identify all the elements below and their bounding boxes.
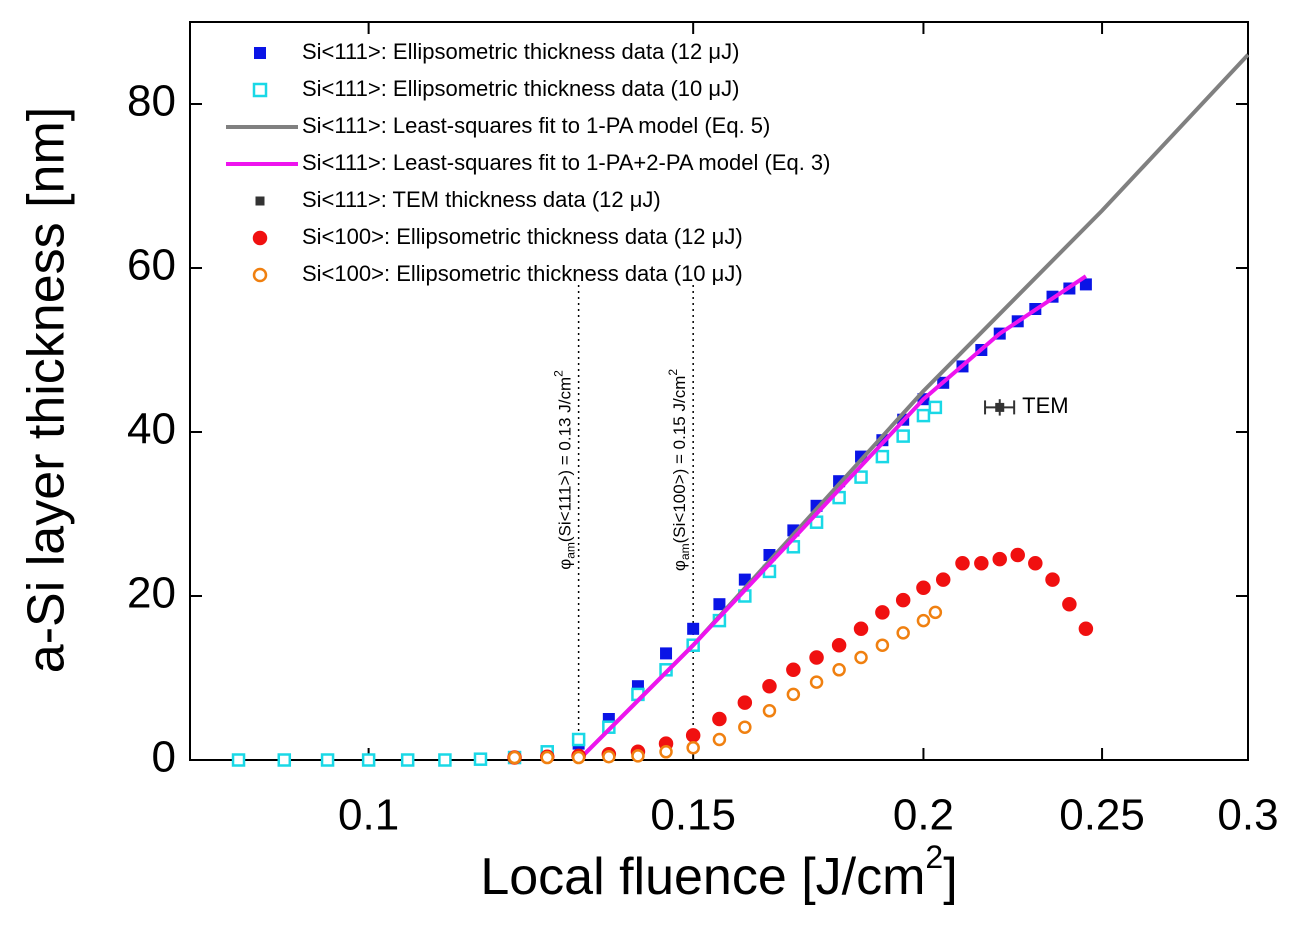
point [1010, 547, 1025, 563]
point [507, 750, 522, 765]
legend-marker [255, 196, 265, 206]
point [928, 400, 943, 415]
subscript: am [564, 542, 578, 559]
y-tick-label: 20 [127, 569, 176, 618]
point [955, 555, 970, 571]
point [786, 662, 801, 678]
point [762, 678, 777, 694]
x-tick-label: 0.2 [893, 791, 954, 840]
point [631, 749, 645, 763]
point [660, 647, 673, 660]
text: (Si<111>) = 0.13 J/cm [556, 377, 575, 542]
threshold-label: φam(Si<111>) = 0.13 J/cm2 [552, 370, 578, 570]
point [712, 711, 727, 727]
point [995, 402, 1005, 412]
point [916, 408, 931, 423]
point [438, 753, 452, 767]
fit-line [577, 274, 1087, 762]
legend-label: Si<111>: Ellipsometric thickness data (1… [302, 39, 739, 64]
point [875, 605, 890, 620]
point [602, 749, 616, 764]
legend-label: Si<100>: Ellipsometric thickness data (1… [302, 224, 743, 249]
point [916, 580, 931, 596]
point [231, 753, 246, 767]
point [895, 592, 911, 608]
point [1078, 621, 1094, 637]
point [935, 572, 951, 587]
superscript: 2 [666, 369, 680, 376]
point [809, 650, 824, 665]
legend-marker [252, 267, 268, 283]
symbol: φ [556, 559, 575, 570]
point [875, 638, 890, 652]
point [361, 753, 376, 767]
tem-label: TEM [1022, 393, 1068, 418]
legend-label: Si<111>: TEM thickness data (12 μJ) [302, 187, 661, 212]
point [1045, 572, 1060, 587]
x-tick-label: 0.1 [338, 791, 399, 840]
x-tick-label: 0.25 [1059, 791, 1145, 840]
point [277, 753, 292, 767]
x-tick-label: 0.3 [1217, 791, 1278, 840]
legend-label: Si<111>: Least-squares fit to 1-PA+2-PA … [302, 150, 830, 175]
plot-frame [189, 21, 1249, 761]
point [571, 750, 586, 765]
point [685, 728, 701, 743]
point [738, 720, 752, 734]
point [974, 555, 989, 571]
point [928, 605, 943, 620]
point [896, 626, 910, 640]
point [1062, 596, 1077, 612]
point [854, 470, 868, 484]
point [896, 429, 910, 443]
point [809, 675, 824, 689]
legend-label: Si<111>: Ellipsometric thickness data (1… [302, 76, 739, 101]
superscript: 2 [552, 370, 566, 377]
y-tick-label: 80 [127, 77, 176, 126]
y-tick-label: 60 [127, 241, 176, 290]
y-axis-label: a-Si layer thickness [nm] [18, 107, 76, 673]
point [762, 704, 777, 718]
point [540, 750, 554, 765]
x-tick-label: 0.15 [650, 791, 736, 840]
y-tick-label: 40 [127, 405, 176, 454]
point [400, 753, 415, 767]
point [659, 745, 673, 759]
point [992, 551, 1007, 567]
point [786, 687, 801, 702]
legend-marker [252, 230, 268, 246]
y-tick-label: 0 [152, 733, 176, 782]
point [320, 753, 335, 767]
point [571, 732, 586, 747]
legend-label: Si<100>: Ellipsometric thickness data (1… [302, 261, 743, 286]
legend-marker [252, 82, 268, 98]
point [473, 752, 488, 766]
symbol: φ [671, 560, 690, 571]
point [712, 732, 727, 747]
threshold-label: φam(Si<100>) = 0.15 J/cm2 [666, 369, 692, 571]
subscript: am [678, 543, 692, 560]
text: (Si<100>) = 0.15 J/cm [671, 376, 690, 544]
point [853, 621, 869, 637]
legend-marker [254, 47, 266, 59]
point [1079, 278, 1092, 291]
point [686, 740, 700, 755]
point [713, 598, 726, 611]
point [832, 663, 846, 677]
point [687, 622, 700, 635]
point [831, 637, 847, 653]
point [737, 695, 753, 710]
legend-label: Si<111>: Least-squares fit to 1-PA model… [302, 113, 770, 138]
point [1028, 555, 1043, 571]
x-axis-label: Local fluence [J/cm2] [480, 839, 957, 905]
point [854, 650, 868, 665]
point [875, 449, 890, 464]
point [916, 613, 931, 628]
